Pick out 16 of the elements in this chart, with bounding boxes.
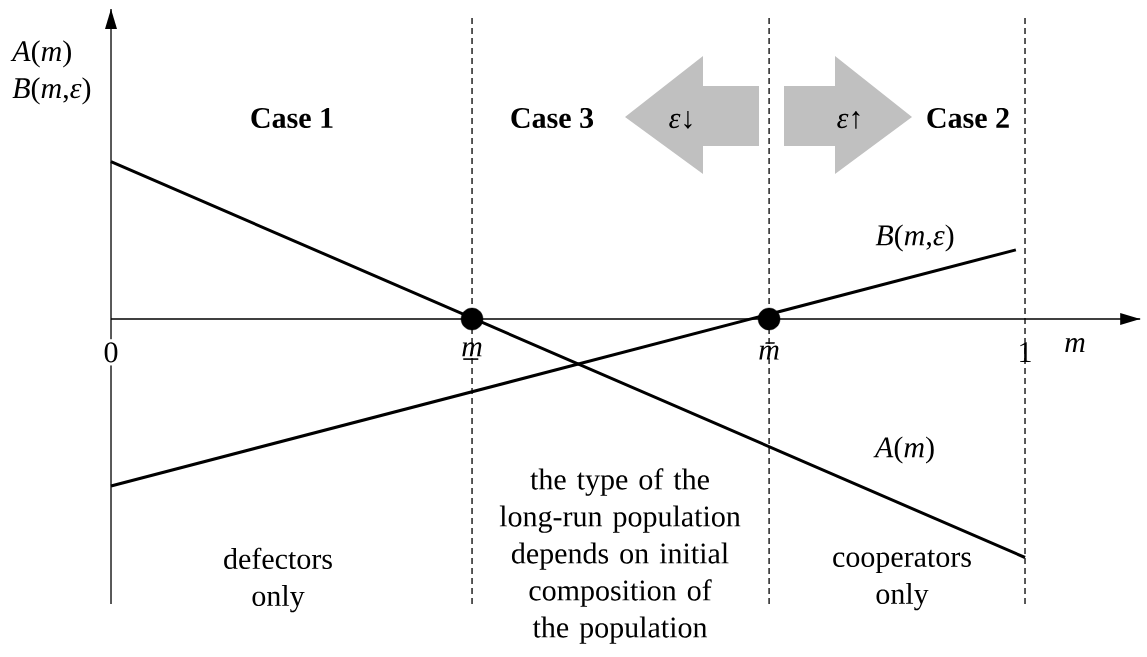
text: Case 3 [511,107,594,129]
text: Case 2 [927,107,1009,129]
x-tick-label: m̲ [462,342,482,360]
text: ε↓ [669,111,692,129]
x-tick-label: 1 [1020,342,1031,362]
x-tick-label: 0 [104,342,118,363]
series-label: B(m,ε) [875,224,954,252]
x-tick-label: m̄ [759,342,779,360]
text: ε↑ [837,111,860,129]
text: A(m) B(m,ε) [10,40,91,105]
series-label: A(m) [873,436,934,464]
text: Case 1 [251,107,333,129]
x-axis-title: m [1065,337,1085,353]
annotation: the type of the long-run population depends on initial composition of the population [499,468,741,644]
annotation: cooperators only [833,549,971,611]
annotation: defectors only [224,547,332,613]
